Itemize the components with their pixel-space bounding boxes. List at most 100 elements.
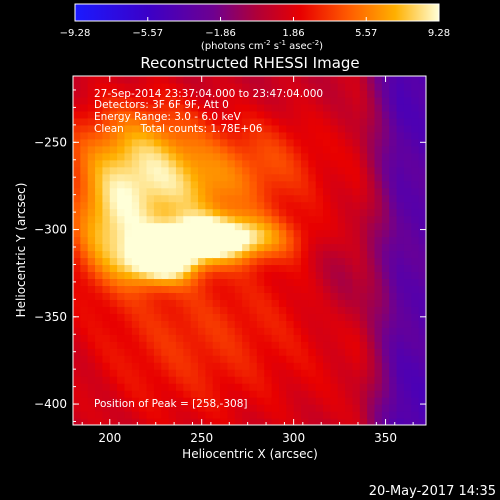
heatmap-cell <box>131 278 140 286</box>
heatmap-cell <box>396 369 405 377</box>
heatmap-cell <box>315 369 324 377</box>
heatmap-cell <box>242 257 251 266</box>
heatmap-cell <box>168 285 177 293</box>
heatmap-cell <box>249 369 258 377</box>
heatmap-cell <box>124 404 133 412</box>
heatmap-cell <box>418 404 426 412</box>
heatmap-cell <box>95 117 104 126</box>
heatmap-cell <box>146 278 155 286</box>
heatmap-cell <box>337 348 346 356</box>
heatmap-cell <box>278 243 287 252</box>
heatmap-cell <box>183 285 192 293</box>
heatmap-cell <box>418 369 426 377</box>
heatmap-cell <box>359 404 368 412</box>
heatmap-cell <box>95 173 104 182</box>
heatmap-cell <box>153 243 162 252</box>
heatmap-cell <box>271 257 280 266</box>
heatmap-cell <box>227 89 236 98</box>
heatmap-cell <box>271 222 280 231</box>
heatmap-cell <box>278 145 287 154</box>
heatmap-cell <box>264 341 273 349</box>
heatmap-cell <box>359 362 368 370</box>
heatmap-cell <box>381 306 390 314</box>
heatmap-cell <box>87 271 96 280</box>
heatmap-cell <box>323 250 331 259</box>
heatmap-cell <box>234 348 243 356</box>
heatmap-cell <box>418 334 426 342</box>
heatmap-cell <box>418 285 426 293</box>
heatmap-cell <box>315 229 324 238</box>
heatmap-cell <box>153 348 162 356</box>
heatmap-cell <box>227 201 236 210</box>
heatmap-cell <box>330 250 339 259</box>
heatmap-cell <box>168 292 177 300</box>
heatmap-cell <box>315 201 324 210</box>
heatmap-cell <box>300 327 309 335</box>
heatmap-cell <box>286 222 295 231</box>
heatmap-cell <box>418 229 426 238</box>
heatmap-cell <box>352 76 361 84</box>
heatmap-cell <box>242 327 251 335</box>
heatmap-cell <box>190 278 199 286</box>
heatmap-cell <box>278 208 287 217</box>
heatmap-cell <box>256 159 265 168</box>
heatmap-cell <box>352 376 361 384</box>
heatmap-cell <box>308 180 317 189</box>
heatmap-cell <box>367 320 376 328</box>
heatmap-cell <box>117 159 126 168</box>
heatmap-cell <box>198 278 206 286</box>
heatmap-cell <box>139 397 148 405</box>
heatmap-cell <box>418 117 426 126</box>
heatmap-cell <box>183 145 192 154</box>
heatmap-cell <box>102 299 111 307</box>
heatmap-cell <box>109 124 118 133</box>
heatmap-cell <box>175 299 184 307</box>
heatmap-cell <box>396 110 405 119</box>
heatmap-cell <box>418 341 426 349</box>
heatmap-cell <box>146 110 155 119</box>
heatmap-cell <box>220 285 229 293</box>
heatmap-cell <box>315 271 324 280</box>
heatmap-cell <box>175 89 184 98</box>
heatmap-cell <box>345 369 354 377</box>
heatmap-cell <box>403 229 412 238</box>
heatmap-cell <box>271 82 280 91</box>
heatmap-cell <box>323 222 331 231</box>
heatmap-cell <box>139 89 148 98</box>
heatmap-cell <box>212 292 221 300</box>
heatmap-cell <box>264 208 273 217</box>
heatmap-cell <box>374 76 383 84</box>
heatmap-cell <box>198 250 206 259</box>
heatmap-cell <box>80 404 89 412</box>
heatmap-cell <box>124 145 133 154</box>
heatmap-cell <box>139 348 148 356</box>
heatmap-cell <box>293 124 302 133</box>
heatmap-cell <box>102 110 111 119</box>
heatmap-cell <box>227 383 236 391</box>
heatmap-cell <box>102 124 111 133</box>
heatmap-cell <box>227 243 236 252</box>
heatmap-cell <box>131 285 140 293</box>
heatmap-cell <box>95 327 104 335</box>
heatmap-cell <box>205 103 214 112</box>
heatmap-cell <box>300 369 309 377</box>
heatmap-cell <box>139 159 148 168</box>
heatmap-cell <box>161 236 170 245</box>
heatmap-cell <box>168 404 177 412</box>
heatmap-cell <box>352 390 361 398</box>
heatmap-cell <box>345 236 354 245</box>
heatmap-cell <box>249 117 258 126</box>
heatmap-cell <box>139 334 148 342</box>
heatmap-cell <box>389 131 398 140</box>
heatmap-cell <box>374 131 383 140</box>
heatmap-cell <box>87 173 96 182</box>
heatmap-cell <box>102 229 111 238</box>
heatmap-cell <box>278 96 287 105</box>
heatmap-cell <box>418 145 426 154</box>
heatmap-cell <box>300 250 309 259</box>
heatmap-cell <box>109 278 118 286</box>
heatmap-cell <box>264 201 273 210</box>
heatmap-cell <box>131 362 140 370</box>
heatmap-cell <box>153 341 162 349</box>
heatmap-cell <box>374 110 383 119</box>
